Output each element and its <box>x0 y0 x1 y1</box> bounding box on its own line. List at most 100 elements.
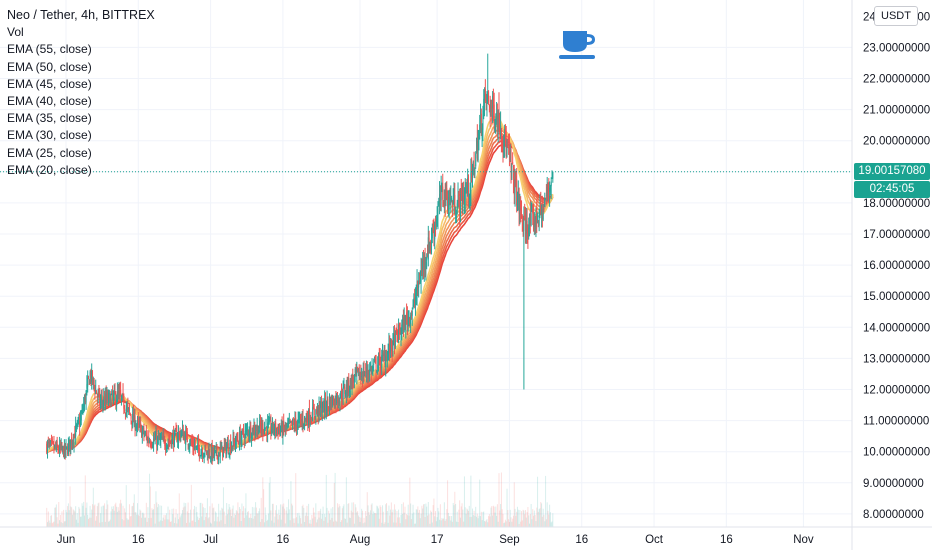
candle-body <box>186 431 187 433</box>
candle-body <box>310 418 312 420</box>
volume-bar <box>292 518 294 527</box>
volume-bar <box>234 513 236 527</box>
candle-body <box>156 434 158 447</box>
volume-bar <box>250 513 252 527</box>
volume-bar <box>482 512 484 527</box>
candle-body <box>367 373 369 375</box>
legend-title[interactable]: Neo / Tether, 4h, BITTREX <box>7 8 155 22</box>
candle-body <box>316 406 318 413</box>
candle-body <box>431 228 433 239</box>
candle-body <box>484 89 486 102</box>
volume-bar <box>522 509 524 527</box>
candle-body <box>489 105 491 115</box>
candle-body <box>541 204 543 215</box>
volume-bar <box>80 516 82 527</box>
volume-bar <box>270 510 272 527</box>
candle-body <box>422 259 424 268</box>
volume-bar <box>327 522 329 527</box>
currency-button[interactable]: USDT <box>874 6 918 26</box>
volume-bar <box>353 502 355 527</box>
volume-bar <box>131 506 133 527</box>
candle-body <box>285 423 287 428</box>
volume-bar <box>280 519 282 527</box>
candle-body <box>266 426 268 434</box>
volume-bar <box>208 517 210 527</box>
candle-body <box>175 429 177 432</box>
volume-bar <box>95 520 97 527</box>
volume-bar <box>550 522 552 527</box>
candle-body <box>46 443 48 453</box>
volume-bar <box>217 516 219 527</box>
legend-item-ema35[interactable]: EMA (35, close) <box>7 111 92 126</box>
legend-item-ema55[interactable]: EMA (55, close) <box>7 42 92 57</box>
candle-body <box>338 400 340 404</box>
candle-body <box>210 457 212 459</box>
volume-bar <box>483 511 485 527</box>
candle-body <box>348 379 350 392</box>
candle-body <box>488 105 490 107</box>
candle-body <box>525 220 527 235</box>
coffee-cup-icon[interactable] <box>558 28 598 62</box>
candle-body <box>76 421 78 426</box>
volume-bar <box>210 522 212 527</box>
candle-body <box>361 376 363 378</box>
candle-body <box>443 202 445 205</box>
candle-body <box>518 188 520 214</box>
legend-item-ema40[interactable]: EMA (40, close) <box>7 94 92 109</box>
volume-bar <box>473 510 475 527</box>
y-tick-label: 13.00000000 <box>863 353 930 365</box>
volume-bar <box>181 513 183 527</box>
candle-body <box>533 223 535 227</box>
volume-bar <box>186 522 187 527</box>
candle-body <box>83 397 85 407</box>
volume-bar <box>323 520 325 527</box>
volume-bar <box>214 521 216 527</box>
legend-item-ema20[interactable]: EMA (20, close) <box>7 162 92 177</box>
candle-body <box>261 423 263 429</box>
x-tick-label: 16 <box>277 534 290 546</box>
candle-body <box>480 115 482 128</box>
volume-bar <box>391 512 393 527</box>
candle-body <box>300 417 302 419</box>
volume-bar <box>451 521 453 527</box>
time-axis[interactable]: Jun 16 Jul 16 Aug 17 Sep 16 Oct 16 Nov <box>57 534 814 546</box>
volume-bar <box>479 479 481 527</box>
legend-item-vol[interactable]: Vol <box>7 25 24 40</box>
legend-item-ema45[interactable]: EMA (45, close) <box>7 76 92 91</box>
volume-bar <box>547 510 549 527</box>
candle-body <box>284 425 286 430</box>
candle-body <box>91 370 93 382</box>
volume-bar <box>48 520 50 527</box>
volume-bar <box>517 509 519 527</box>
candle-body <box>466 191 468 193</box>
volume-bar <box>403 512 405 527</box>
candle-body <box>267 422 269 434</box>
volume-bar <box>278 509 280 527</box>
candle-body <box>161 436 163 440</box>
candle-body <box>262 423 264 433</box>
candle-body <box>240 437 242 445</box>
candle-body <box>222 447 224 458</box>
legend-item-ema30[interactable]: EMA (30, close) <box>7 128 92 143</box>
candle-body <box>52 442 54 444</box>
candle-body <box>457 194 459 206</box>
volume-bar <box>301 506 303 527</box>
legend-item-ema50[interactable]: EMA (50, close) <box>7 59 92 74</box>
candle-body <box>353 374 355 382</box>
candle-body <box>325 409 327 411</box>
volume-bar <box>197 516 199 527</box>
candle-body <box>263 427 265 434</box>
volume-bar <box>467 510 469 527</box>
candle-body <box>108 392 110 395</box>
volume-bar <box>293 522 295 527</box>
candle-body <box>124 413 126 414</box>
legend-item-ema25[interactable]: EMA (25, close) <box>7 145 92 160</box>
candle-body <box>301 419 303 422</box>
volume-bar <box>328 510 330 527</box>
volume-bar <box>501 509 503 527</box>
candle-body <box>495 122 497 125</box>
volume-bar <box>239 507 241 527</box>
volume-bar <box>417 506 419 527</box>
candle-body <box>83 404 85 410</box>
